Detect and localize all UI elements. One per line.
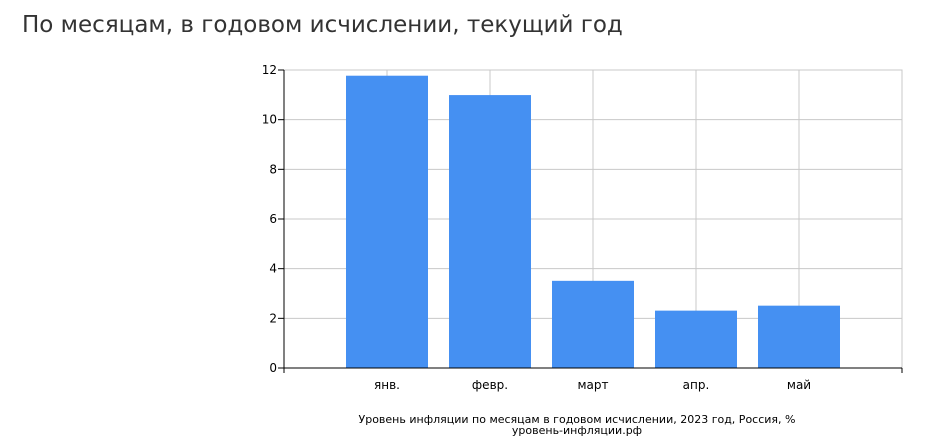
- bar-2: [449, 95, 531, 368]
- page-title: По месяцам, в годовом исчислении, текущи…: [22, 12, 623, 38]
- x-tick-label-3: март: [577, 378, 608, 392]
- chart-source: уровень-инфляции.рф: [512, 424, 642, 437]
- y-tick-label-3: 6: [269, 212, 277, 226]
- chart-tick-labels: 0 2 4 6 8 10 12 янв. февр. март апр. май: [262, 63, 811, 392]
- y-tick-label-6: 12: [262, 63, 277, 77]
- bar-3: [552, 280, 634, 368]
- bar-1: [346, 75, 428, 368]
- x-tick-label-2: февр.: [472, 378, 508, 392]
- chart-bars: [346, 75, 840, 368]
- y-tick-label-2: 4: [269, 262, 277, 276]
- x-tick-label-1: янв.: [374, 378, 400, 392]
- y-tick-label-0: 0: [269, 361, 277, 375]
- bar-4: [655, 310, 737, 368]
- y-tick-label-4: 8: [269, 162, 277, 176]
- x-tick-label-4: апр.: [683, 378, 710, 392]
- bar-5: [758, 305, 840, 368]
- y-tick-label-5: 10: [262, 113, 277, 127]
- chart-caption: Уровень инфляции по месяцам в годовом ис…: [359, 413, 796, 426]
- y-tick-label-1: 2: [269, 311, 277, 325]
- x-tick-label-5: май: [787, 378, 811, 392]
- chart-axes: [278, 69, 903, 373]
